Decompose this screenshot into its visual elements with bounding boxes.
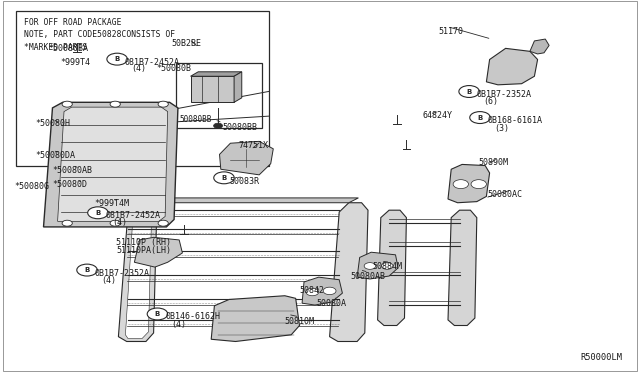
- Text: B: B: [155, 311, 160, 317]
- Text: 50884M: 50884M: [372, 262, 403, 271]
- Polygon shape: [134, 237, 182, 267]
- Text: B: B: [477, 115, 483, 121]
- Text: (4): (4): [172, 320, 186, 329]
- Circle shape: [158, 101, 168, 107]
- Circle shape: [470, 112, 490, 124]
- Polygon shape: [234, 72, 242, 102]
- Text: (6): (6): [483, 97, 498, 106]
- Text: 51110P (RH): 51110P (RH): [116, 238, 172, 247]
- Text: 0B1B7-2352A: 0B1B7-2352A: [477, 90, 532, 99]
- Bar: [176, 63, 262, 128]
- Text: *50080H: *50080H: [35, 119, 70, 128]
- Polygon shape: [220, 141, 273, 175]
- Text: 50080AB: 50080AB: [351, 272, 386, 281]
- Text: (4): (4): [112, 218, 127, 227]
- Polygon shape: [448, 164, 490, 203]
- Text: B: B: [115, 56, 120, 62]
- Polygon shape: [118, 203, 157, 341]
- Circle shape: [323, 287, 336, 295]
- Text: 081B7-2452A: 081B7-2452A: [106, 211, 161, 220]
- Circle shape: [110, 101, 120, 107]
- Polygon shape: [330, 203, 368, 341]
- Text: 64824Y: 64824Y: [422, 111, 452, 120]
- Circle shape: [62, 101, 72, 107]
- Text: 50080AC: 50080AC: [488, 190, 523, 199]
- Text: 50080BB: 50080BB: [179, 115, 212, 124]
- Polygon shape: [58, 107, 168, 221]
- Text: *999T4: *999T4: [61, 58, 91, 67]
- Text: 50080BB: 50080BB: [223, 123, 258, 132]
- Polygon shape: [191, 76, 234, 102]
- Circle shape: [364, 263, 376, 269]
- Polygon shape: [530, 39, 549, 54]
- Text: B: B: [95, 210, 100, 216]
- Text: 0B146-6162H: 0B146-6162H: [165, 312, 220, 321]
- Text: 081B7-2452A: 081B7-2452A: [125, 58, 180, 67]
- Text: 50890M: 50890M: [479, 158, 509, 167]
- Text: 50842: 50842: [300, 286, 324, 295]
- Text: B: B: [84, 267, 90, 273]
- Polygon shape: [125, 206, 152, 339]
- Text: 50080A: 50080A: [317, 299, 347, 308]
- Text: (4): (4): [101, 276, 116, 285]
- Circle shape: [306, 288, 319, 296]
- Text: *50080D: *50080D: [52, 180, 88, 189]
- Text: B: B: [467, 89, 472, 94]
- Text: *50080BA: *50080BA: [48, 44, 88, 53]
- Text: 50810M: 50810M: [285, 317, 315, 326]
- Circle shape: [214, 172, 234, 184]
- Text: *999T4M: *999T4M: [95, 199, 130, 208]
- Text: 0B1B7-2352A: 0B1B7-2352A: [95, 269, 150, 278]
- Bar: [16, 11, 269, 166]
- Circle shape: [214, 123, 223, 128]
- Circle shape: [381, 263, 393, 269]
- Text: (3): (3): [494, 124, 509, 132]
- Text: 51170: 51170: [438, 27, 463, 36]
- Text: (4): (4): [131, 64, 146, 73]
- Circle shape: [147, 308, 168, 320]
- Polygon shape: [138, 198, 358, 203]
- Circle shape: [107, 53, 127, 65]
- Text: *50080B: *50080B: [157, 64, 192, 73]
- Polygon shape: [191, 72, 242, 76]
- Text: 51110PA(LH): 51110PA(LH): [116, 246, 172, 254]
- Circle shape: [77, 264, 97, 276]
- Circle shape: [110, 220, 120, 226]
- Circle shape: [158, 220, 168, 226]
- Polygon shape: [378, 210, 406, 326]
- Text: *50080G: *50080G: [14, 182, 49, 191]
- Circle shape: [459, 86, 479, 97]
- Text: 74751X: 74751X: [238, 141, 268, 150]
- Text: *50080DA: *50080DA: [35, 151, 76, 160]
- Circle shape: [471, 180, 486, 189]
- Circle shape: [88, 207, 108, 219]
- Text: B: B: [221, 175, 227, 181]
- Polygon shape: [486, 48, 538, 85]
- Text: FOR OFF ROAD PACKAGE
NOTE, PART CODE50828CONSISTS OF
*MARKED PARTS: FOR OFF ROAD PACKAGE NOTE, PART CODE5082…: [24, 18, 175, 52]
- Text: R50000LM: R50000LM: [580, 353, 622, 362]
- Text: 0B168-6161A: 0B168-6161A: [488, 116, 543, 125]
- Circle shape: [453, 180, 468, 189]
- Polygon shape: [302, 277, 342, 305]
- Text: 50B2BE: 50B2BE: [172, 39, 202, 48]
- Polygon shape: [357, 252, 398, 279]
- Circle shape: [62, 220, 72, 226]
- Polygon shape: [44, 102, 178, 227]
- Text: 50083R: 50083R: [229, 177, 259, 186]
- Text: *50080AB: *50080AB: [52, 166, 93, 174]
- Polygon shape: [211, 296, 300, 341]
- Polygon shape: [448, 210, 477, 326]
